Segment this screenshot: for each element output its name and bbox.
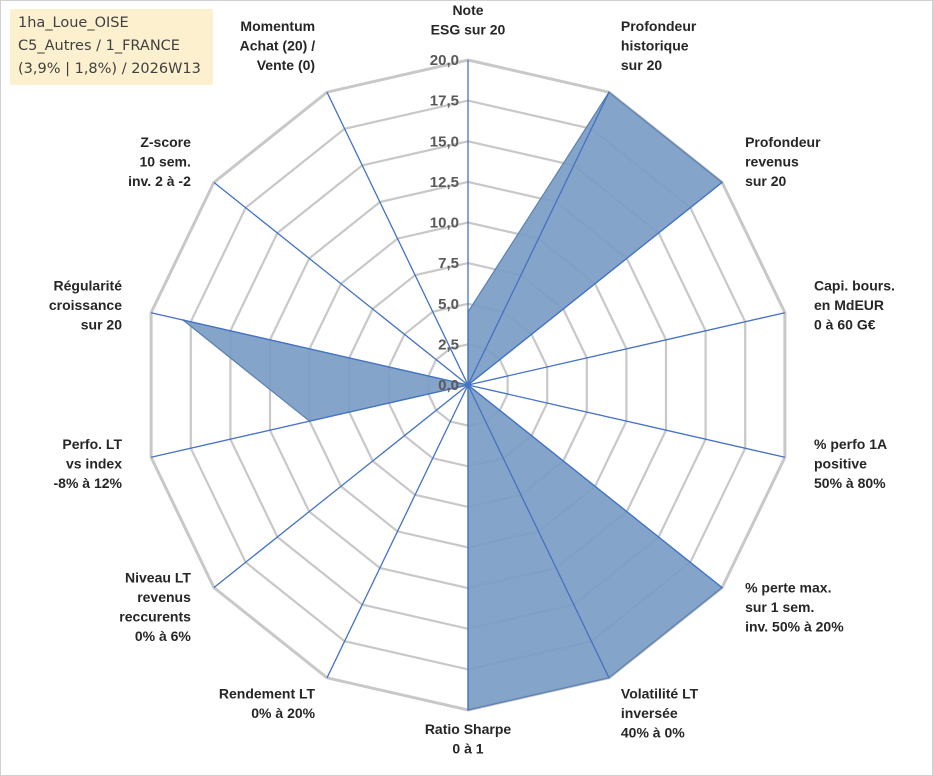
tick-label-2: 5,0: [438, 296, 459, 313]
axis-label-3-line-1: en MdEUR: [814, 297, 884, 313]
axis-label-0-line-0: Note: [452, 2, 483, 18]
axis-label-11-line-1: croissance: [49, 297, 122, 313]
axis-label-9-line-0: Niveau LT: [125, 570, 191, 586]
axis-label-4-line-0: % perfo 1A: [814, 436, 887, 452]
axis-label-9: Niveau LT revenus reccurents 0% à 6%: [119, 570, 191, 645]
axis-label-layer: Note ESG sur 20 Profondeur historique sur 20…: [49, 2, 895, 757]
axis-label-5-line-0: % perte max.: [745, 579, 831, 595]
axis-label-11-line-0: Régularité: [54, 277, 123, 293]
info-line-1: 1ha_Loue_OISE: [18, 15, 129, 31]
axis-label-9-line-2: reccurents: [119, 609, 191, 625]
tick-label-0: 0,0: [438, 377, 459, 394]
axis-label-6: Volatilité LT inversée 40% à 0%: [621, 686, 699, 741]
axis-spoke-6: [467, 384, 610, 679]
axis-label-10-line-0: Perfo. LT: [62, 436, 122, 452]
info-line-2: C5_Autres / 1_FRANCE: [18, 38, 180, 54]
axis-label-5: % perte max. sur 1 sem. inv. 50% à 20%: [745, 579, 844, 634]
axis-label-8-line-0: Rendement LT: [219, 686, 316, 702]
tick-label-7: 17,5: [430, 93, 459, 110]
axis-label-12-line-2: inv. 2 à -2: [128, 173, 191, 189]
axis-label-8-line-1: 0% à 20%: [251, 705, 315, 721]
axis-label-13-line-1: Achat (20) /: [240, 37, 316, 53]
axis-label-11-line-2: sur 20: [81, 316, 122, 332]
axis-label-10-line-2: -8% à 12%: [54, 475, 123, 491]
axis-label-4: % perfo 1A positive 50% à 80%: [814, 436, 887, 491]
axis-label-9-line-1: revenus: [137, 589, 191, 605]
axis-spoke-4: [467, 384, 786, 458]
axis-spoke-8: [326, 384, 469, 679]
axis-label-9-line-3: 0% à 6%: [135, 628, 192, 644]
axis-spoke-1: [467, 91, 610, 386]
axis-spoke-12: [213, 181, 469, 386]
axis-label-12: Z-score 10 sem. inv. 2 à -2: [128, 134, 191, 189]
axis-label-2-line-0: Profondeur: [745, 134, 821, 150]
axis-spoke-11: [150, 312, 469, 386]
axis-label-8: Rendement LT 0% à 20%: [219, 686, 316, 722]
axis-spoke-10: [150, 384, 469, 458]
axis-label-2: Profondeur revenus sur 20: [745, 134, 821, 189]
axis-label-3-line-2: 0 à 60 G€: [814, 316, 876, 332]
axis-label-12-line-0: Z-score: [140, 134, 191, 150]
axis-label-10: Perfo. LT vs index -8% à 12%: [54, 436, 123, 491]
axis-label-3-line-0: Capi. bours.: [814, 277, 895, 293]
info-box: 1ha_Loue_OISE C5_Autres / 1_FRANCE (3,9%…: [10, 9, 213, 85]
axis-spoke-13: [326, 91, 469, 386]
axis-label-13: Momentum Achat (20) / Vente (0): [240, 18, 316, 73]
axis-label-1-line-2: sur 20: [621, 57, 662, 73]
axis-label-0: Note ESG sur 20: [431, 2, 506, 38]
axis-layer: [150, 60, 786, 710]
tick-label-3: 7,5: [438, 255, 459, 272]
axis-label-6-line-0: Volatilité LT: [621, 686, 699, 702]
tick-label-5: 12,5: [430, 174, 459, 191]
axis-label-1-line-1: historique: [621, 37, 689, 53]
axis-label-13-line-0: Momentum: [240, 18, 315, 34]
axis-label-4-line-2: 50% à 80%: [814, 475, 886, 491]
axis-spoke-5: [467, 384, 723, 589]
axis-label-4-line-1: positive: [814, 456, 867, 472]
axis-label-7-line-1: 0 à 1: [452, 741, 483, 757]
axis-label-6-line-1: inversée: [621, 705, 678, 721]
axis-label-6-line-2: 40% à 0%: [621, 725, 685, 741]
tick-label-layer: 0,0 2,5 5,0 7,5 10,0 12,5 15,0 17,5 20,0: [430, 52, 459, 394]
tick-label-8: 20,0: [430, 52, 459, 69]
axis-label-7: Ratio Sharpe 0 à 1: [425, 721, 512, 757]
axis-label-10-line-1: vs index: [66, 456, 122, 472]
axis-label-11: Régularité croissance sur 20: [49, 277, 122, 332]
axis-spoke-2: [467, 181, 723, 386]
axis-label-2-line-2: sur 20: [745, 173, 786, 189]
tick-label-1: 2,5: [438, 336, 459, 353]
axis-label-13-line-2: Vente (0): [257, 57, 315, 73]
axis-label-5-line-2: inv. 50% à 20%: [745, 618, 844, 634]
info-line-3: (3,9% | 1,8%) / 2026W13: [18, 61, 201, 77]
tick-label-6: 15,0: [430, 133, 459, 150]
axis-label-1: Profondeur historique sur 20: [621, 18, 697, 73]
axis-spoke-9: [213, 384, 469, 589]
axis-label-12-line-1: 10 sem.: [140, 154, 191, 170]
axis-label-2-line-1: revenus: [745, 154, 799, 170]
axis-label-3: Capi. bours. en MdEUR 0 à 60 G€: [814, 277, 895, 332]
tick-label-4: 10,0: [430, 215, 459, 232]
axis-label-0-line-1: ESG sur 20: [431, 22, 506, 38]
axis-spoke-3: [467, 312, 786, 386]
axis-label-1-line-0: Profondeur: [621, 18, 697, 34]
axis-label-5-line-1: sur 1 sem.: [745, 599, 814, 615]
axis-label-7-line-0: Ratio Sharpe: [425, 721, 512, 737]
